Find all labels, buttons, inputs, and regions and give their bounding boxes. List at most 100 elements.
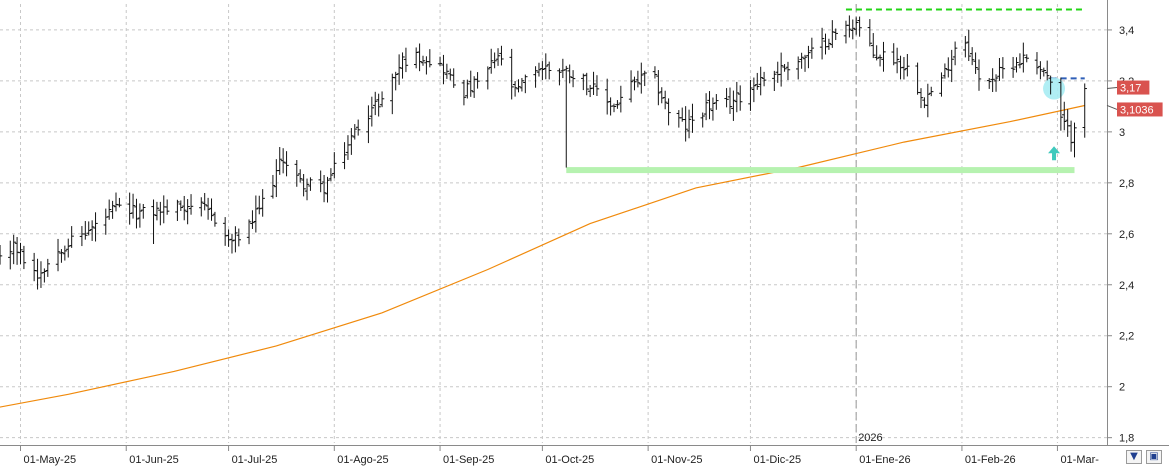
ohlc-bar xyxy=(969,47,975,66)
ohlc-bar xyxy=(175,199,180,221)
year-divider-layer: 2026 xyxy=(855,4,883,444)
ohlc-bar xyxy=(229,233,235,254)
ohlc-bar xyxy=(492,52,497,69)
ohlc-bar xyxy=(738,85,743,111)
x-tick-label: 01-Sep-25 xyxy=(443,454,494,466)
collapse-button[interactable]: ▼ xyxy=(1126,450,1142,464)
ohlc-bar xyxy=(639,62,644,94)
ohlc-bar xyxy=(847,15,852,38)
ohlc-bar xyxy=(1058,77,1064,131)
ohlc-bar xyxy=(301,174,306,197)
price-tag-connector xyxy=(1106,87,1118,90)
ohlc-bar xyxy=(1072,122,1077,158)
ohlc-bar xyxy=(785,61,791,81)
ohlc-bar xyxy=(59,249,64,263)
ohlc-bar xyxy=(877,54,883,67)
ohlc-bar xyxy=(185,199,190,225)
x-tick-label: 01-Dic-25 xyxy=(753,454,801,466)
price-tag-label: 3,1036 xyxy=(1120,104,1154,116)
ohlc-bar xyxy=(280,148,286,174)
ohlc-bar xyxy=(806,45,811,69)
ohlc-bar xyxy=(993,74,999,92)
ohlc-bar xyxy=(963,35,968,58)
ohlc-bar xyxy=(62,245,68,261)
ohlc-bar xyxy=(308,177,313,191)
ohlc-bar xyxy=(178,200,184,211)
ohlc-bar xyxy=(758,66,763,96)
ohlc-bar xyxy=(850,19,855,40)
ohlc-bar xyxy=(604,78,610,115)
ohlc-bar xyxy=(376,93,381,117)
ohlc-bar xyxy=(332,152,337,179)
y-tick-label: 2,2 xyxy=(1119,331,1134,343)
ohlc-bar xyxy=(294,160,299,187)
save-button[interactable]: ▣ xyxy=(1146,450,1162,464)
ohlc-bar xyxy=(748,79,753,111)
ohlc-bar xyxy=(130,193,136,219)
x-tick-label: 01-Ago-25 xyxy=(337,454,388,466)
ohlc-bar xyxy=(86,221,91,236)
ohlc-bar xyxy=(966,29,971,62)
ohlc-bar xyxy=(1021,42,1026,73)
ohlc-bar xyxy=(564,65,569,168)
x-tick-label: 01-Feb-26 xyxy=(965,454,1016,466)
y-tick-label: 3 xyxy=(1119,127,1125,139)
ohlc-bar xyxy=(236,228,242,247)
ohlc-bar xyxy=(799,52,804,69)
ohlc-bar xyxy=(755,72,760,90)
ohlc-bar xyxy=(437,56,443,66)
ohlc-bar xyxy=(141,203,146,219)
ohlc-bar xyxy=(662,90,668,110)
ohlc-bar xyxy=(901,57,907,80)
ohlc-bar xyxy=(570,70,576,88)
y-tick-label: 3,4 xyxy=(1119,25,1134,37)
ohlc-bar xyxy=(584,72,589,96)
ohlc-bar xyxy=(444,63,450,79)
ohlc-bar xyxy=(475,72,480,89)
ohlc-bar xyxy=(591,71,596,95)
ohlc-bar xyxy=(929,86,934,97)
ohlc-bar xyxy=(468,70,473,97)
ohlc-bar xyxy=(233,226,238,253)
ohlc-bar xyxy=(379,91,385,108)
ohlc-bar xyxy=(1014,57,1019,73)
ohlc-bar xyxy=(809,37,815,59)
ohlc-bar xyxy=(246,219,252,245)
x-tick-label: 01-May-25 xyxy=(24,454,77,466)
chevron-down-icon: ▼ xyxy=(1130,451,1138,462)
ohlc-bar xyxy=(761,71,767,87)
ohlc-bar xyxy=(853,17,859,35)
ohlc-bar xyxy=(93,212,98,242)
ohlc-bar xyxy=(618,85,624,113)
ohlc-bar xyxy=(18,242,23,265)
price-tag-label: 3,17 xyxy=(1120,83,1141,95)
ohlc-bar xyxy=(826,38,832,50)
ohlc-bar xyxy=(557,68,562,86)
ohlc-bar xyxy=(403,47,409,73)
moving-average-layer xyxy=(0,104,1085,408)
ohlc-bar xyxy=(512,81,518,97)
ohlc-bar xyxy=(905,54,910,77)
ohlc-bar xyxy=(151,199,156,244)
ohlc-bar xyxy=(298,169,303,183)
x-tick-label: 01-Mar- xyxy=(1060,454,1099,466)
ohlc-bar xyxy=(690,103,695,133)
ohlc-bar xyxy=(543,53,548,80)
ohlc-bar xyxy=(973,52,978,74)
ohlc-bar xyxy=(182,195,187,221)
ohlc-bar xyxy=(1000,57,1006,79)
ohlc-bar xyxy=(939,72,944,97)
ohlc-bar xyxy=(485,66,491,90)
ohlc-bar xyxy=(686,109,692,139)
ohlc-bar xyxy=(373,91,378,116)
ohlc-bar xyxy=(250,210,255,229)
x-tick-label: 01-Jun-25 xyxy=(129,454,179,466)
y-tick-label: 2 xyxy=(1119,382,1125,394)
ohlc-bar xyxy=(342,142,347,170)
highlight-circle xyxy=(1043,77,1066,100)
y-tick-label: 2,6 xyxy=(1119,229,1134,241)
ohlc-bar xyxy=(461,79,467,106)
